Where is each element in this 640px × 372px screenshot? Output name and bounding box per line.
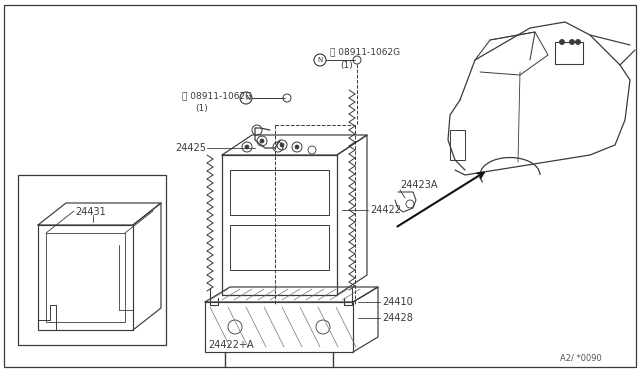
Circle shape (245, 145, 249, 149)
Circle shape (295, 145, 299, 149)
Bar (450, 130, 465, 160)
Bar (46, 233, 125, 322)
Text: 24410: 24410 (382, 297, 413, 307)
Text: 24431: 24431 (75, 207, 106, 217)
Circle shape (559, 39, 564, 45)
Bar (222, 155, 337, 295)
Text: 24422+A: 24422+A (208, 340, 253, 350)
Bar (555, 42, 583, 64)
Text: (1): (1) (340, 61, 353, 70)
Circle shape (570, 39, 575, 45)
Text: (1): (1) (195, 103, 208, 112)
Circle shape (575, 39, 580, 45)
Text: 24428: 24428 (382, 313, 413, 323)
Circle shape (260, 139, 264, 143)
Circle shape (280, 143, 284, 147)
Text: Ⓝ 08911-1062G: Ⓝ 08911-1062G (330, 48, 400, 57)
Text: 24423A: 24423A (400, 180, 438, 190)
Bar (230, 170, 329, 215)
Text: A2/ *0090: A2/ *0090 (560, 353, 602, 362)
Bar (18, 175, 166, 345)
Bar (230, 225, 329, 270)
Bar (38, 225, 133, 330)
Text: N: N (317, 57, 323, 63)
Bar (205, 302, 353, 352)
Text: N: N (245, 95, 251, 101)
Text: 24425: 24425 (175, 143, 206, 153)
Text: 24422: 24422 (370, 205, 401, 215)
Text: Ⓝ 08911-1062G: Ⓝ 08911-1062G (182, 92, 252, 100)
